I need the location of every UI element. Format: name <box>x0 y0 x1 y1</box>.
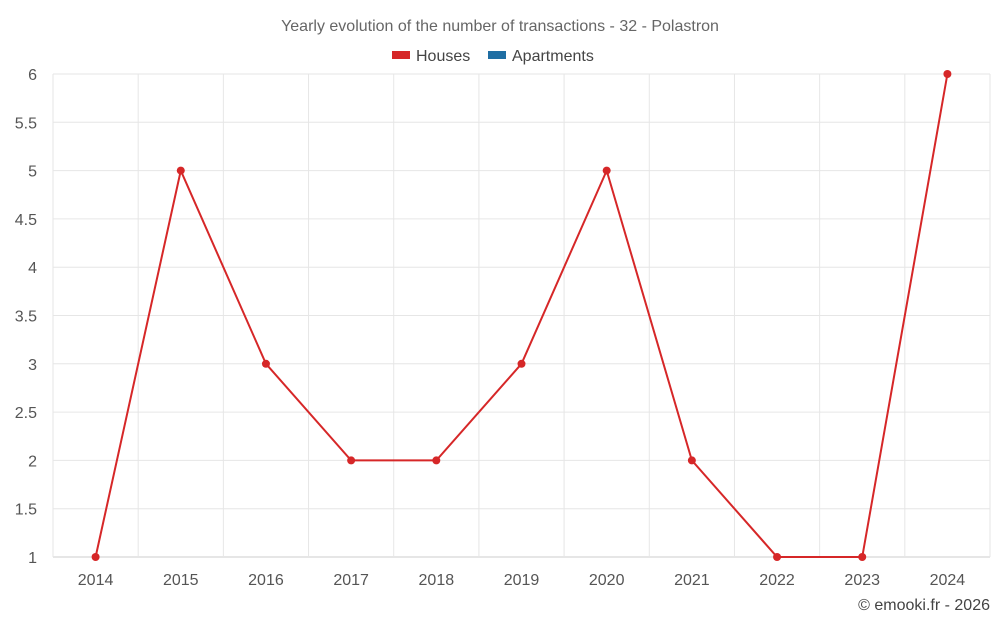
x-tick-label: 2019 <box>504 572 540 589</box>
data-point-houses[interactable] <box>602 166 611 175</box>
legend-swatch-houses <box>392 51 410 59</box>
x-axis-ticks: 2014 2015 2016 2017 2018 2019 2020 2021 2022 2023… <box>78 572 966 589</box>
y-tick-label: 4 <box>28 260 37 277</box>
legend-label-houses[interactable]: Houses <box>416 48 470 65</box>
x-tick-label: 2018 <box>419 572 455 589</box>
y-tick-label: 5 <box>28 164 37 181</box>
data-point-houses[interactable] <box>176 166 185 175</box>
y-tick-label: 2 <box>28 453 37 470</box>
x-tick-label: 2021 <box>674 572 710 589</box>
y-tick-label: 3.5 <box>15 309 37 326</box>
x-tick-label: 2014 <box>78 572 114 589</box>
y-tick-label: 1 <box>28 550 37 567</box>
x-tick-label: 2020 <box>589 572 625 589</box>
x-tick-label: 2023 <box>844 572 880 589</box>
data-point-houses[interactable] <box>261 359 270 368</box>
data-point-houses[interactable] <box>858 553 867 561</box>
data-point-houses[interactable] <box>91 553 100 561</box>
y-tick-label: 5.5 <box>15 115 37 132</box>
credit-text: © emooki.fr - 2026 <box>858 597 990 614</box>
data-point-houses[interactable] <box>517 359 526 368</box>
legend-label-apartments[interactable]: Apartments <box>512 48 594 65</box>
y-axis-ticks: 1 1.5 2 2.5 3 3.5 4 4.5 5 5.5 6 <box>15 67 37 567</box>
y-tick-label: 1.5 <box>15 502 37 519</box>
legend: Houses Apartments <box>392 48 594 65</box>
chart-title: Yearly evolution of the number of transa… <box>281 18 719 35</box>
gridlines <box>52 73 991 558</box>
x-tick-label: 2022 <box>759 572 795 589</box>
data-point-houses[interactable] <box>687 456 696 465</box>
y-tick-label: 6 <box>28 67 37 84</box>
data-point-houses[interactable] <box>943 70 952 78</box>
y-tick-label: 3 <box>28 357 37 374</box>
series-layer <box>91 70 952 561</box>
data-point-houses[interactable] <box>432 456 441 465</box>
x-tick-label: 2015 <box>163 572 199 589</box>
y-tick-label: 2.5 <box>15 405 37 422</box>
x-tick-label: 2016 <box>248 572 284 589</box>
y-tick-label: 4.5 <box>15 212 37 229</box>
data-point-houses[interactable] <box>773 553 782 561</box>
x-tick-label: 2017 <box>333 572 369 589</box>
data-point-houses[interactable] <box>347 456 356 465</box>
x-tick-label: 2024 <box>930 572 966 589</box>
legend-swatch-apartments <box>488 51 506 59</box>
